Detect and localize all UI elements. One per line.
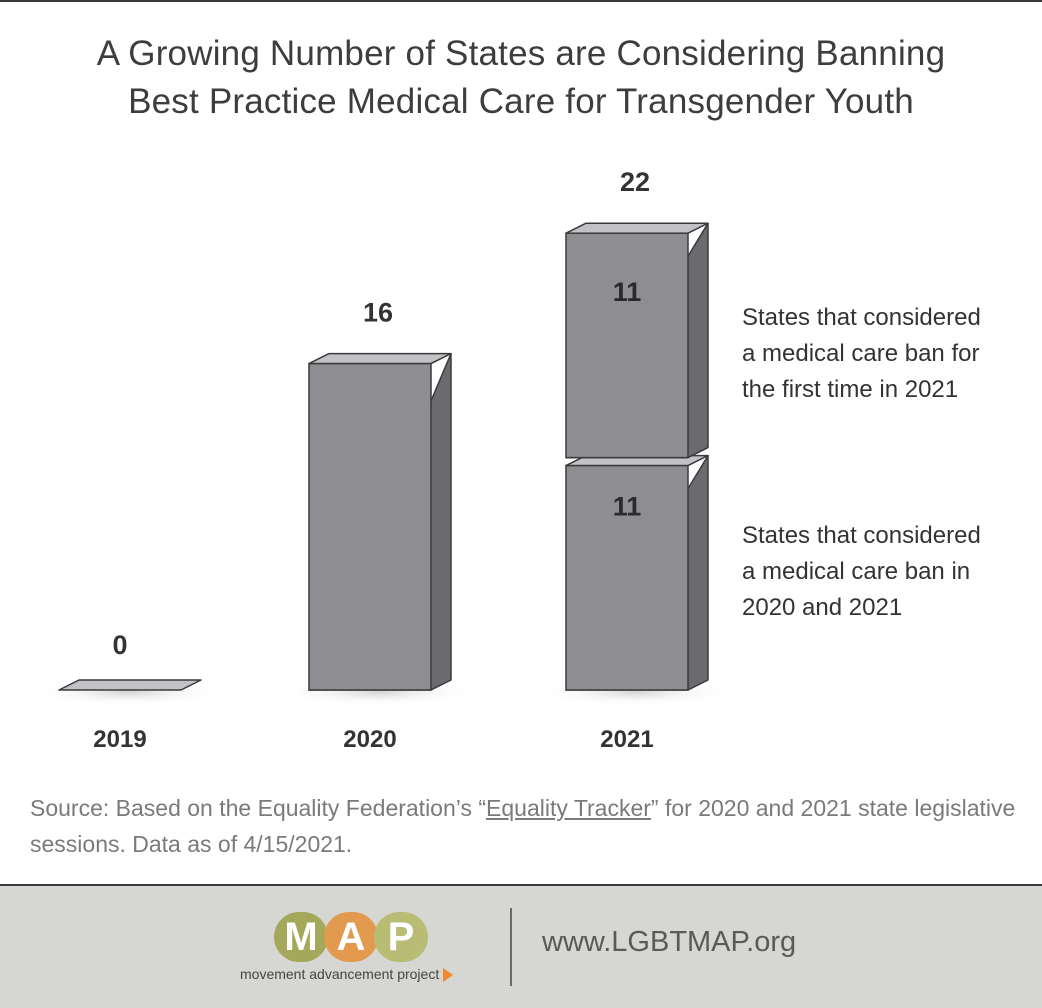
seg-label-2021-first-time: 11: [613, 277, 642, 307]
map-logo[interactable]: M A P movement advancement project: [240, 906, 480, 996]
total-label-2021: 22: [620, 167, 650, 197]
legend-continuing-line-1: States that considered: [742, 522, 981, 549]
total-label-2020: 16: [363, 298, 393, 328]
equality-tracker-link[interactable]: Equality Tracker: [486, 795, 651, 821]
bar-2020-top: [308, 352, 452, 365]
legend-continuing: States that considered a medical care ba…: [742, 518, 1032, 626]
bar-chart: 0 2019 16 2020 11 11 22 2021: [28, 167, 720, 753]
chart-title-line-2: Best Practice Medical Care for Transgend…: [128, 82, 914, 121]
year-label-2020: 2020: [343, 726, 396, 753]
legend-first-time-line-3: the first time in 2021: [742, 376, 959, 403]
legend-first-time: States that considered a medical care ba…: [742, 300, 1032, 408]
website-link[interactable]: www.LGBTMAP.org: [542, 926, 797, 958]
logo-letter-m: M: [274, 912, 328, 962]
bar-2019-flat: [58, 679, 202, 691]
legend-continuing-line-3: 2020 and 2021: [742, 594, 903, 621]
bar-2021-seg-first-time-front: [565, 232, 689, 459]
footer-divider: [510, 908, 512, 986]
bar-2021-seg-first-time-top: [565, 222, 709, 234]
logo-letter-a: A: [324, 912, 378, 962]
top-rule: [0, 0, 1042, 2]
source-text-before: Source: Based on the Equality Federation…: [30, 795, 487, 821]
total-label-2019: 0: [112, 630, 127, 660]
map-logo-letters: M A P: [274, 912, 428, 962]
footer: M A P movement advancement project www.L…: [0, 884, 1042, 1008]
legend-first-time-line-1: States that considered: [742, 304, 981, 331]
source-note: Source: Based on the Equality Federation…: [30, 790, 1020, 862]
bar-2020-front: [308, 362, 432, 691]
bar-2021-seg-continuing-front: [565, 464, 689, 691]
source-text-after: ” for 2020 and 2021 state legislative se…: [30, 795, 1016, 857]
play-arrow-icon: [443, 968, 454, 983]
year-label-2021: 2021: [600, 726, 653, 753]
seg-label-2021-continuing: 11: [613, 492, 642, 522]
chart-marks: 0 2019 16 2020 11 11 22 2021: [28, 167, 720, 753]
chart-title: A Growing Number of States are Consideri…: [0, 30, 1042, 126]
legend-first-time-line-2: a medical care ban for: [742, 340, 980, 367]
logo-tagline: movement advancement project: [240, 966, 454, 983]
logo-tagline-text: movement advancement project: [240, 966, 440, 982]
chart-title-line-1: A Growing Number of States are Consideri…: [96, 34, 946, 73]
logo-letter-p: P: [374, 912, 428, 962]
legend-continuing-line-2: a medical care ban in: [742, 558, 971, 585]
year-label-2019: 2019: [93, 726, 146, 753]
